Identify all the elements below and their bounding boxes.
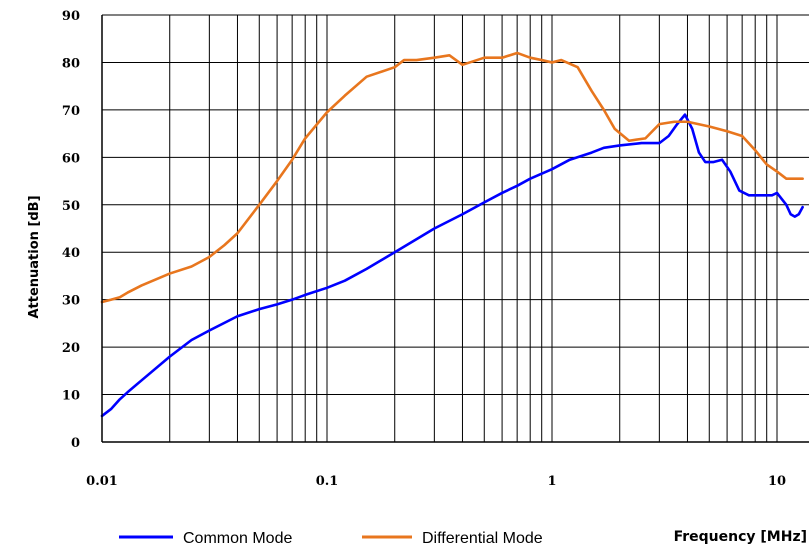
- legend-label-differential-mode: Differential Mode: [422, 530, 543, 546]
- tick-labels: 0 10 20 30 40 50 60 70 80 90 0.01 0.1 1 10: [62, 9, 786, 489]
- y-tick-label: 90: [62, 9, 80, 24]
- x-axis-title: Frequency [MHz]: [674, 529, 807, 545]
- y-tick-label: 40: [62, 246, 80, 261]
- y-tick-label: 80: [62, 56, 80, 71]
- y-tick-label: 50: [62, 199, 80, 214]
- series-lines: [100, 51, 804, 418]
- series-line-differential-mode: [100, 51, 804, 304]
- y-axis-title: Attenuation [dB]: [27, 195, 42, 318]
- legend-label-common-mode: Common Mode: [183, 530, 292, 546]
- y-tick-label: 10: [62, 389, 80, 404]
- x-tick-label: 0.01: [86, 474, 118, 489]
- y-tick-label: 0: [71, 436, 80, 451]
- legend: Common Mode Differential Mode: [119, 530, 543, 546]
- y-tick-label: 60: [62, 151, 80, 166]
- series-line-common-mode: [100, 113, 804, 418]
- axes: [101, 14, 809, 443]
- x-tick-label: 1: [547, 474, 556, 489]
- y-tick-label: 70: [62, 104, 80, 119]
- x-tick-label: 0.1: [316, 474, 339, 489]
- y-tick-label: 20: [62, 341, 80, 356]
- x-tick-label: 10: [768, 474, 786, 489]
- y-tick-label: 30: [62, 294, 80, 309]
